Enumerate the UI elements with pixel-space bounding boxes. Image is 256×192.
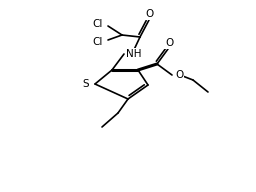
Text: S: S <box>82 79 89 89</box>
Text: NH: NH <box>126 49 142 59</box>
Text: O: O <box>165 38 173 48</box>
Text: O: O <box>145 9 153 19</box>
Text: Cl: Cl <box>93 37 103 47</box>
Text: Cl: Cl <box>93 19 103 29</box>
Text: O: O <box>175 70 183 80</box>
